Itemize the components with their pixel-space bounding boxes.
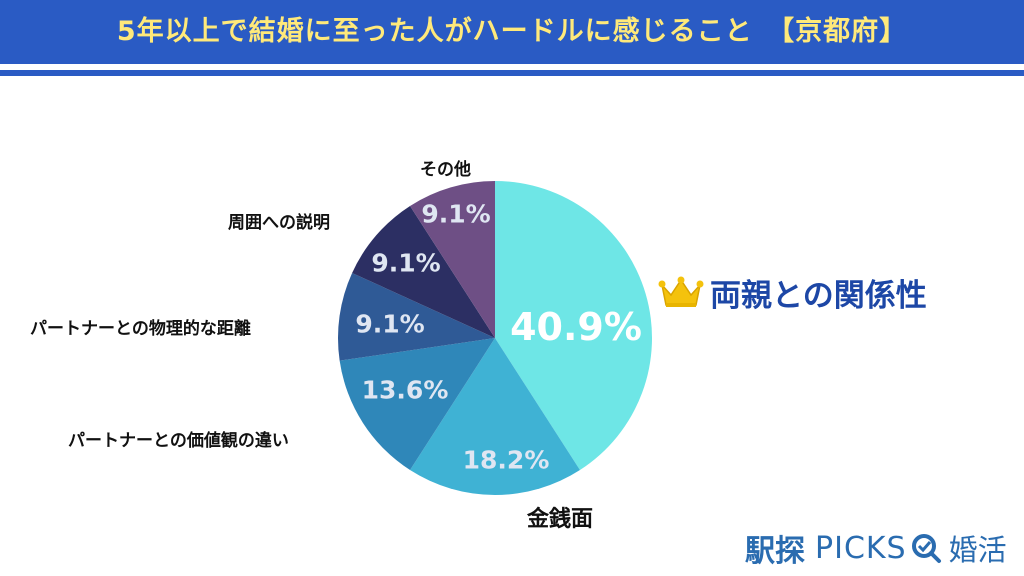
pie-slice-3 bbox=[338, 272, 495, 361]
page-title: 5年以上で結婚に至った人がハードルに感じること 【京都府】 bbox=[116, 16, 908, 47]
title-underline bbox=[0, 70, 1024, 76]
brand-service: 婚活 bbox=[948, 533, 1007, 567]
slice-label-sonota: その他 bbox=[420, 160, 471, 180]
pie-slice-5 bbox=[410, 181, 495, 338]
slice-value-ryoshin: 40.9% bbox=[510, 305, 642, 349]
brand-name-picks: PICKS bbox=[815, 530, 907, 566]
slice-value-kyori: 9.1% bbox=[355, 309, 425, 339]
slice-label-kachikan: パートナーとの価値観の違い bbox=[68, 431, 289, 451]
slice-value-kachikan: 13.6% bbox=[361, 375, 449, 405]
pie-slice-0 bbox=[495, 181, 653, 471]
magnifier-icon bbox=[911, 534, 941, 563]
slice-label-kyori: パートナーとの物理的な距離 bbox=[30, 319, 251, 339]
slice-value-shuui: 9.1% bbox=[371, 248, 441, 278]
pie-slice-2 bbox=[339, 338, 495, 471]
top-category-callout: 両親との関係性 bbox=[658, 270, 927, 314]
slice-label-shuui: 周囲への説明 bbox=[228, 213, 330, 233]
crown-icon bbox=[658, 276, 704, 307]
top-category-label: 両親との関係性 bbox=[710, 277, 927, 314]
pie-slice-1 bbox=[410, 338, 580, 496]
brand-logo: 駅探 PICKS 婚活 bbox=[745, 528, 1007, 570]
slice-value-sonota: 9.1% bbox=[421, 199, 491, 229]
slice-value-kinsen: 18.2% bbox=[462, 445, 550, 475]
pie-slice-4 bbox=[352, 205, 495, 338]
slice-label-kinsen: 金銭面 bbox=[527, 507, 594, 532]
title-bar bbox=[0, 0, 1024, 64]
brand-name-jp: 駅探 bbox=[745, 534, 805, 569]
